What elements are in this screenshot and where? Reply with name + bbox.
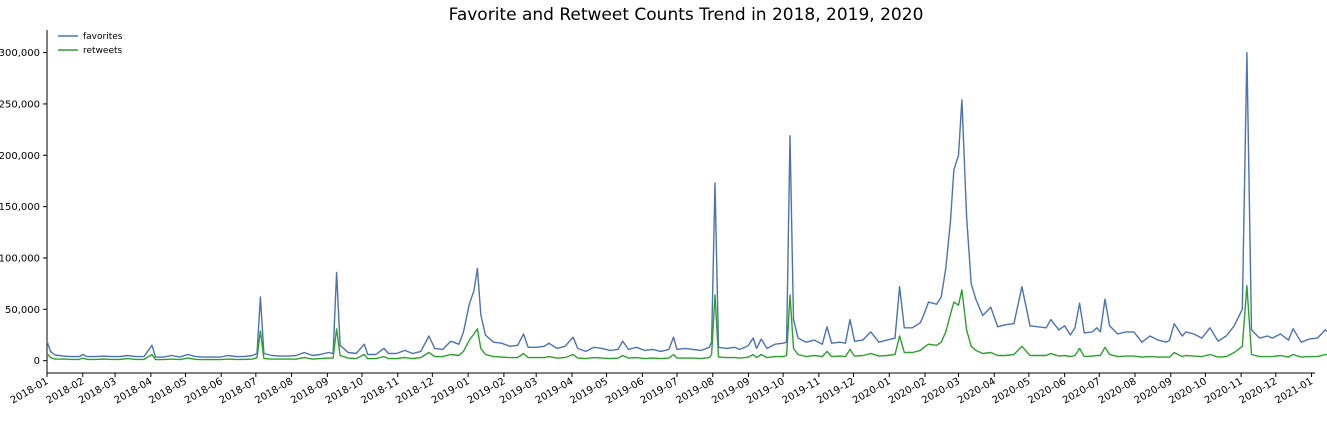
- x-tick-label: 2019-09: [710, 376, 752, 406]
- x-axis: 2018-012018-022018-032018-042018-052018-…: [9, 372, 1315, 406]
- y-tick-label: 300,000: [0, 48, 40, 59]
- x-tick-label: 2020-01: [851, 376, 893, 406]
- series-line-retweets: [46, 285, 1327, 361]
- y-tick-label: 100,000: [0, 253, 40, 264]
- x-tick-label: 2020-04: [956, 376, 998, 406]
- x-tick-label: 2020-12: [1238, 376, 1280, 406]
- x-tick-label: 2018-11: [360, 376, 402, 406]
- x-tick-label: 2020-09: [1133, 376, 1175, 406]
- chart-title: Favorite and Retweet Counts Trend in 201…: [449, 5, 924, 25]
- x-tick-label: 2019-12: [815, 376, 857, 406]
- x-tick-label: 2019-11: [781, 376, 823, 406]
- y-tick-label: 50,000: [5, 305, 40, 316]
- x-tick-label: 2020-06: [1026, 376, 1068, 406]
- y-tick-label: 150,000: [0, 202, 40, 213]
- x-tick-label: 2020-07: [1061, 376, 1103, 406]
- x-tick-label: 2019-10: [745, 376, 787, 406]
- y-tick-label: 250,000: [0, 99, 40, 110]
- legend-label-favorites: favorites: [83, 32, 123, 42]
- x-tick-label: 2018-12: [394, 376, 436, 406]
- x-tick-label: 2018-01: [9, 376, 51, 406]
- x-tick-label: 2020-11: [1203, 376, 1245, 406]
- x-tick-label: 2018-10: [324, 376, 366, 406]
- x-tick-label: 2021-01: [1273, 376, 1315, 406]
- x-tick-label: 2018-05: [147, 376, 189, 406]
- x-tick-label: 2020-03: [920, 376, 962, 406]
- series-line-favorites: [46, 51, 1327, 358]
- x-tick-label: 2019-01: [430, 376, 472, 406]
- x-tick-label: 2019-04: [534, 376, 576, 406]
- x-tick-label: 2020-10: [1167, 376, 1209, 406]
- y-tick-label: 0: [34, 356, 40, 367]
- x-tick-label: 2018-09: [289, 376, 331, 406]
- x-tick-label: 2018-07: [218, 376, 260, 406]
- legend: favorites retweets: [58, 32, 123, 56]
- x-tick-label: 2018-04: [113, 376, 155, 406]
- y-ticks: 0 50,000 100,000 150,000 200,000 250,000 300,0…: [0, 48, 47, 367]
- y-tick-label: 200,000: [0, 151, 40, 162]
- x-tick-label: 2019-06: [604, 376, 646, 406]
- x-tick-label: 2020-08: [1097, 376, 1139, 406]
- x-tick-label: 2019-05: [568, 376, 610, 406]
- x-tick-label: 2019-07: [639, 376, 681, 406]
- x-tick-label: 2020-05: [991, 376, 1033, 406]
- x-tick-label: 2018-06: [183, 376, 225, 406]
- x-tick-label: 2019-08: [675, 376, 717, 406]
- series-lines: [46, 51, 1327, 361]
- legend-label-retweets: retweets: [83, 46, 123, 56]
- x-ticks: 2018-012018-022018-032018-042018-052018-…: [9, 373, 1315, 406]
- x-tick-label: 2018-08: [253, 376, 295, 406]
- y-axis: 0 50,000 100,000 150,000 200,000 250,000 300,0…: [0, 30, 48, 373]
